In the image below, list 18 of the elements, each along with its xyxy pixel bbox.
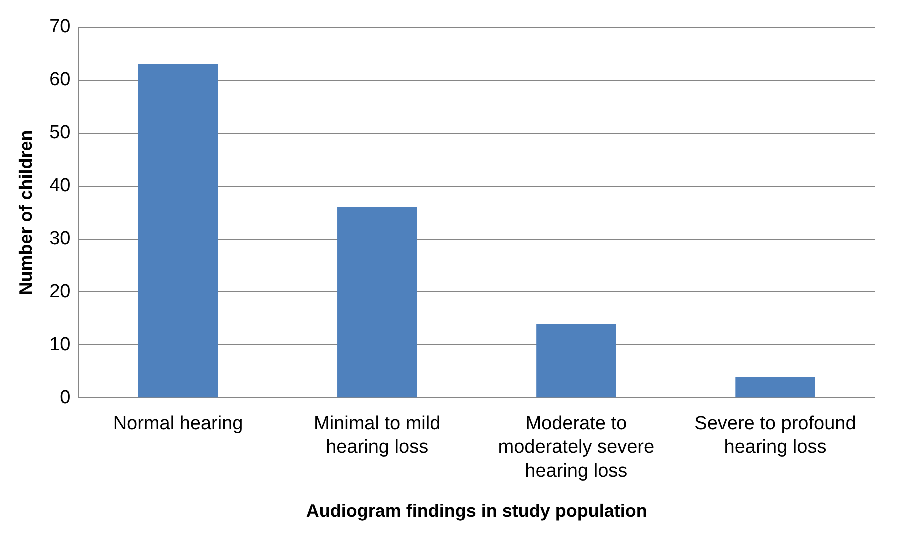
bar bbox=[736, 376, 816, 398]
y-tick-label: 20 bbox=[50, 281, 71, 302]
bar bbox=[536, 324, 616, 398]
y-tick-label: 70 bbox=[50, 16, 71, 38]
x-axis-title: Audiogram findings in study population bbox=[306, 501, 648, 522]
y-axis-title: Number of children bbox=[16, 130, 36, 296]
bar bbox=[338, 207, 418, 398]
y-tick-label: 60 bbox=[50, 70, 71, 91]
x-tick-label: Moderate to moderately severe hearing loss bbox=[498, 413, 655, 482]
y-tick-label: 10 bbox=[50, 334, 71, 356]
x-tick-label: Normal hearing bbox=[113, 413, 244, 434]
x-tick-label: Severe to profound hearing loss bbox=[694, 413, 856, 458]
y-tick-label: 40 bbox=[50, 176, 71, 197]
x-tick-label: Minimal to mild hearing loss bbox=[314, 413, 441, 458]
y-tick-label: 30 bbox=[50, 228, 71, 250]
y-tick-label: 50 bbox=[50, 122, 71, 144]
bar bbox=[138, 64, 218, 398]
y-tick-label: 0 bbox=[60, 387, 71, 408]
